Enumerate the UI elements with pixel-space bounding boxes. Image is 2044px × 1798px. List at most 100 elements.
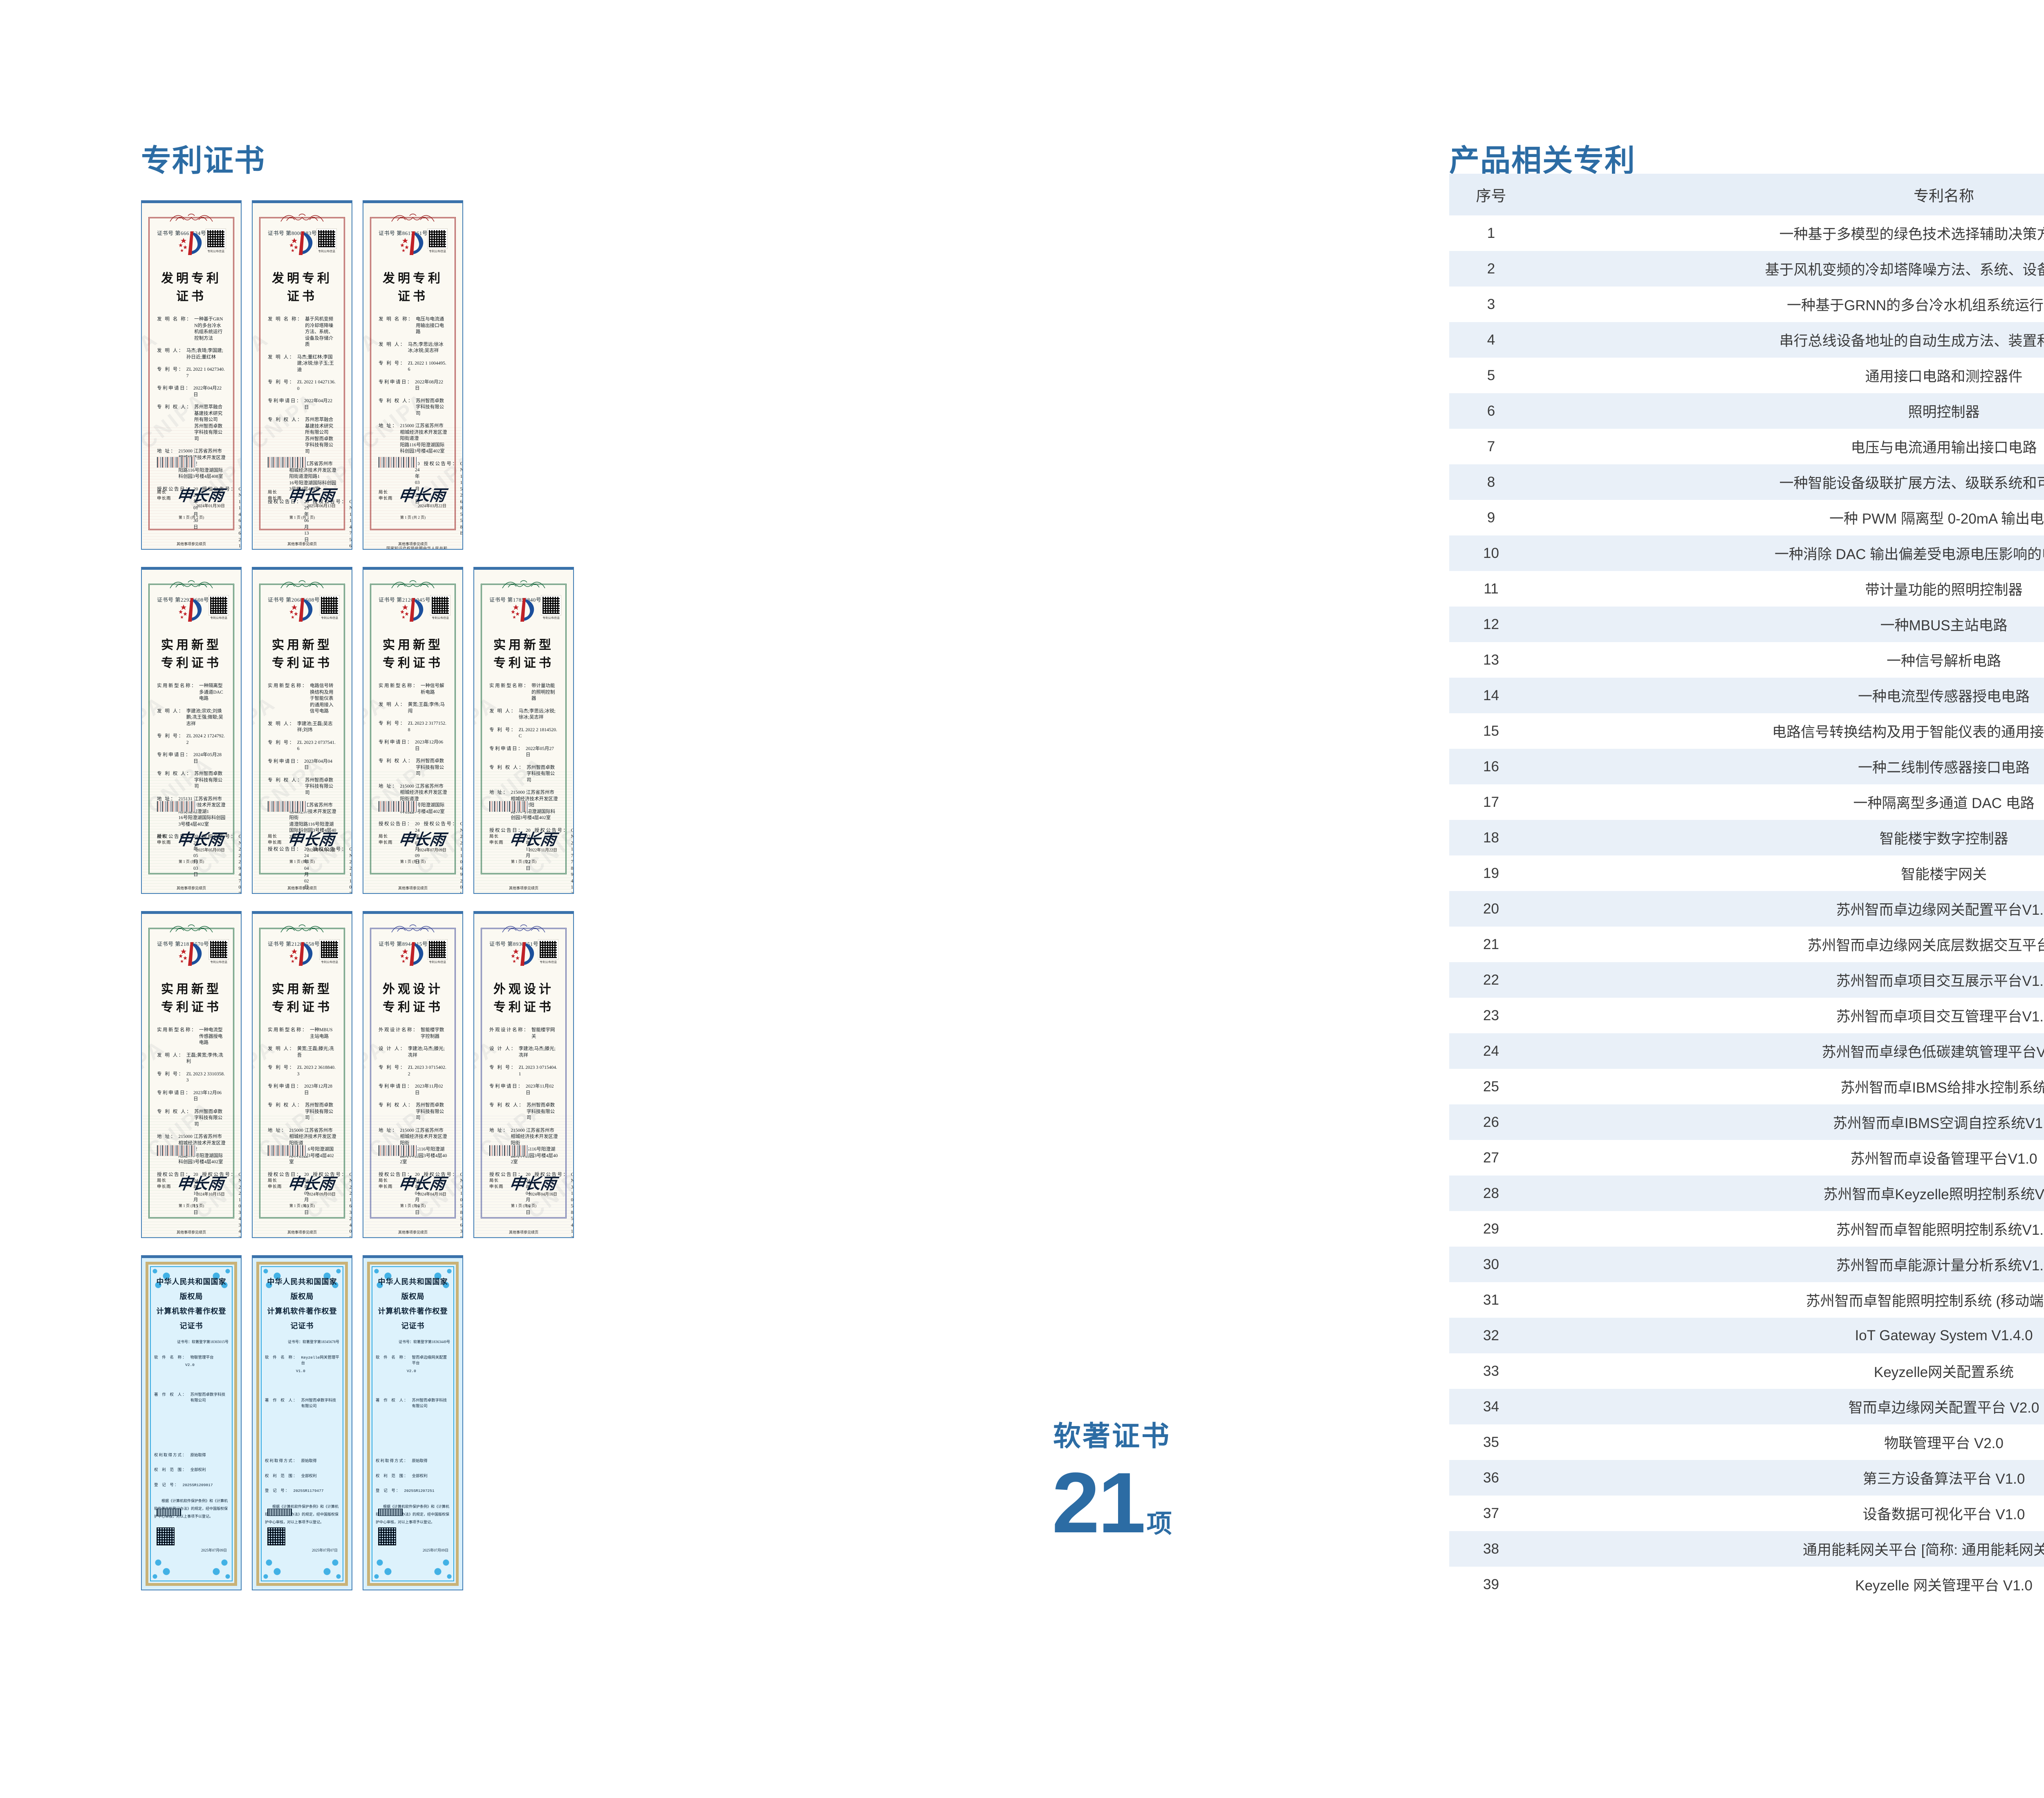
certificate-card[interactable]: 证书号 第21282558号 专利公布信息 实用新型专利证书 实用新型名称： 一…	[252, 911, 352, 1238]
cert-field: 发 明 人： 黄宽;王磊;李伟;马闯	[379, 702, 447, 714]
cert-field: 专 利 权 人： 苏州智而卓数字科技有限公司	[268, 777, 336, 797]
cert-field-label: 专 利 号：	[157, 734, 184, 739]
cert-field: 专 利 号： ZL 2022 1 0427136.0	[268, 379, 336, 392]
barcode-icon	[379, 801, 418, 812]
cert-field-value: 2023年04月04日	[304, 759, 332, 770]
cert-field-label: 授权公告日：	[157, 834, 191, 840]
cert-field: 专 利 号： ZL 2023 2 3310358.3	[157, 1071, 226, 1084]
table-row: 14 一种电流型传感器授电电路 实用新型	[1449, 678, 2044, 713]
certificate-card[interactable]: 证书号 第22926608号 专利公布信息 实用新型专利证书 实用新型名称： 一…	[141, 567, 242, 894]
cert-field: 专利申请日： 2023年11月02日	[379, 1084, 447, 1096]
cert-field: 专 利 权 人： 苏州智而卓数字科技有限公司	[489, 765, 558, 784]
cert-field-value: 苏州智而卓数字科技有限公司	[194, 1109, 223, 1127]
cert-field-value: 一种电流型传感器授电电路	[199, 1028, 223, 1046]
software-field-label: 软 件 名 称：	[154, 1355, 187, 1360]
qr-code-icon	[319, 939, 340, 960]
cert-field-value: 一种信号解析电路	[421, 683, 444, 695]
certificate-card[interactable]: 证书号 第8617861号 专利公布信息 发明专利证书 发 明 名 称： 电压与…	[363, 200, 463, 550]
signature-mark: 申长雨	[508, 1175, 557, 1193]
table-row: 17 一种隔离型多通道 DAC 电路 实用新型	[1449, 784, 2044, 820]
ornament-icon	[167, 923, 216, 934]
certificate-card-software[interactable]: 中华人民共和国国家版权局 计算机软件著作权登记证书 证书号：软著登字第183456…	[252, 1255, 352, 1590]
cert-field-value: 苏州智而卓数字科技有限公司	[527, 765, 555, 783]
cert-field-value: 苏州思萃融合基建技术研究所有限公司 苏州智而卓数字科技有限公司	[305, 417, 334, 454]
cert-field-value: 李建池;马杰;滕光;冼祥	[518, 1046, 556, 1058]
cert-field-value: CN 114636212 B	[238, 486, 242, 549]
barcode-icon	[157, 457, 196, 468]
software-field-label: 著 作 权 人：	[154, 1392, 187, 1397]
certificate-title: 发明专利证书	[272, 272, 332, 303]
cert-field: 实用新型名称： 电路信号转换结构及用于智能仪表的通用接入信号电路	[268, 683, 336, 715]
cert-field-value: 一种隔离型多通道DAC电路	[199, 683, 223, 701]
cert-field-label: 发 明 人：	[379, 702, 406, 708]
certificate-card[interactable]: 证书号 第21201045号 专利公布信息 实用新型专利证书 实用新型名称： 一…	[363, 567, 463, 894]
software-version: V1.0	[296, 1368, 305, 1373]
cell-name: 一种MBUS主站电路	[1880, 618, 2008, 634]
cert-field-value: 2025年05月03日	[193, 834, 198, 878]
cell-name: 串行总线设备地址的自动生成方法、装置和存储介质	[1779, 333, 2044, 349]
certificate-frame: 证书号 第8617861号 专利公布信息 发明专利证书 发 明 名 称： 电压与…	[370, 213, 462, 549]
cert-field: 发 明 人： 黄宽;王磊;滕光;冼吾	[268, 1046, 336, 1059]
cert-field-grant: 授权公告日： 2024年04月02日 授权公告号： CN 221107880 U	[268, 846, 352, 893]
qr-caption: 专利公布信息	[210, 617, 228, 620]
cert-field: 专利申请日： 2024年05月28日	[157, 752, 226, 765]
signature-mark: 申长雨	[286, 831, 336, 849]
barcode-icon	[157, 1145, 196, 1156]
column-header-no: 序号	[1449, 174, 1533, 215]
cell-name: 智而卓边缘网关配置平台 V2.0	[1848, 1400, 2040, 1416]
signature-label: 局长 申长雨	[157, 1178, 171, 1189]
cert-field: 实用新型名称： 一种信号解析电路	[379, 683, 447, 696]
certificate-card[interactable]: 证书号 第17855840号 专利公布信息 实用新型专利证书 实用新型名称： 带…	[473, 567, 574, 894]
cert-field: 专 利 号： ZL 2024 2 1724792.2	[157, 733, 226, 746]
certificate-card[interactable]: 证书号 第21815570号 专利公布信息 实用新型专利证书 实用新型名称： 一…	[141, 911, 242, 1238]
cert-field-label: 地 址：	[379, 423, 398, 429]
certificate-card[interactable]: 证书号 第8930551号 专利公布信息 外观设计专利证书 外观设计名称： 智能…	[473, 911, 574, 1238]
certificate-card[interactable]: 证书号 第8944015号 专利公布信息 外观设计专利证书 外观设计名称： 智能…	[363, 911, 463, 1238]
issue-date: 2025年06月13日	[307, 504, 336, 508]
certificate-card[interactable]: 证书号 第8000883号 专利公布信息 发明专利证书 发 明 名 称： 基于风…	[252, 200, 352, 550]
software-field: 权利取得方式： 原始取得	[376, 1458, 450, 1464]
table-row: 3 一种基于GRNN的多台冷水机组系统运行控制方法 发明	[1449, 287, 2044, 322]
issue-date: 2024年10月15日	[196, 1192, 225, 1197]
cell-no: 8	[1487, 474, 1495, 490]
cert-field-label: 地 址：	[379, 1128, 398, 1133]
cert-field-value: ZL 2023 2 3618840.3	[297, 1065, 336, 1077]
certificate-card-software[interactable]: 中华人民共和国国家版权局 计算机软件著作权登记证书 证书号：软著登字第183634…	[363, 1255, 463, 1590]
cell-no: 4	[1487, 331, 1495, 348]
software-field: 权 利 范 围： 全部权利	[154, 1467, 229, 1473]
ornament-icon	[167, 213, 216, 223]
cert-field-value: 215000 江苏省苏州市相城经济技术开发区澄阳街道澄阳路116号阳澄湖国际科创…	[400, 423, 447, 454]
cert-field-value: 2023年12月06日	[193, 1090, 222, 1102]
table-row: 7 电压与电流通用输出接口电路 发明	[1449, 429, 2044, 464]
cell-no: 12	[1483, 616, 1499, 632]
qr-block: 专利公布信息	[427, 228, 448, 253]
stat-label: 软著证书	[1053, 1421, 1171, 1452]
signature-block: 局长 申长雨 申长雨	[157, 1176, 226, 1193]
issue-date: 2024年09月03日	[307, 1192, 336, 1197]
cell-name: Keyzelle网关配置系统	[1874, 1364, 2014, 1380]
cnipa-logo-icon	[177, 230, 206, 257]
cert-field-label: 实用新型名称：	[379, 683, 419, 688]
cert-field: 专利申请日： 2022年04月22日	[268, 398, 336, 411]
cert-field-label: 专 利 权 人：	[268, 417, 303, 423]
certificate-footnote: 其他事项参见续页	[176, 1230, 206, 1234]
cert-field-value: 苏州智而卓数字科技有限公司	[305, 777, 334, 795]
cert-field-label: 授权公告号：	[313, 847, 347, 852]
cert-field-label: 地 址：	[489, 790, 509, 795]
cert-field: 专 利 号： ZL 2023 2 3618840.3	[268, 1065, 336, 1077]
cert-field-value: ZL 2024 2 1724792.2	[186, 734, 225, 745]
certificate-card[interactable]: 证书号 第20686608号 专利公布信息 实用新型专利证书 实用新型名称： 电…	[252, 567, 352, 894]
qr-code-icon	[157, 1527, 175, 1545]
cell-name: 一种电流型传感器授电电路	[1858, 689, 2030, 705]
software-field: 软 件 名 称： Keyzelle网关管理平台	[265, 1355, 339, 1367]
cert-field-value: 马杰;李思远;徐冰冰;冰锐;吴志祥	[408, 342, 444, 354]
certificate-frame: 证书号 第8930551号 专利公布信息 外观设计专利证书 外观设计名称： 智能…	[481, 924, 573, 1237]
certificate-header: 证书号 第8944015号 专利公布信息	[379, 939, 448, 977]
qr-block: 专利公布信息	[541, 595, 562, 620]
certificate-frame: 证书号 第21201045号 专利公布信息 实用新型专利证书 实用新型名称： 一…	[370, 580, 462, 893]
certificate-card[interactable]: 证书号 第6661534号 专利公布信息 发明专利证书 发 明 名 称： 一种基…	[141, 200, 242, 550]
cert-field-value: 2025年06月13日	[304, 499, 309, 542]
cell-name: 一种基于多模型的绿色技术选择辅助决策方法和系统	[1779, 226, 2044, 242]
certificate-card-software[interactable]: 中华人民共和国国家版权局 计算机软件著作权登记证书 证书号：软著登字第183650…	[141, 1255, 242, 1590]
certificate-header: 证书号 第8000883号 专利公布信息	[268, 228, 337, 266]
